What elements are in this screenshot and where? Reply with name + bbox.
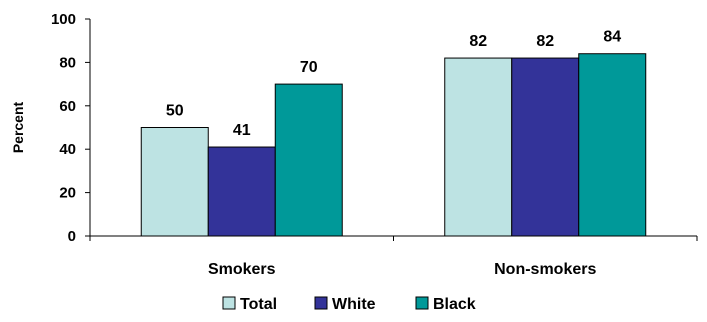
bar-total-smokers xyxy=(140,127,209,237)
bar-black-smokers xyxy=(274,83,343,237)
legend-swatch-white xyxy=(314,296,328,310)
y-tick-label: 40 xyxy=(59,141,76,158)
data-label: 84 xyxy=(603,29,621,46)
y-tick-label: 80 xyxy=(59,54,76,71)
y-tick-label: 100 xyxy=(51,11,76,28)
data-label: 50 xyxy=(166,103,184,120)
data-label: 41 xyxy=(233,122,251,139)
category-label: Smokers xyxy=(208,261,276,278)
y-tick-label: 0 xyxy=(68,228,76,245)
chart-data-labels: 50 41 70 82 82 84 xyxy=(166,29,621,139)
bar-total-non-smokers xyxy=(444,57,513,237)
y-tick-label: 60 xyxy=(59,98,76,115)
bar-white-non-smokers xyxy=(511,57,580,237)
legend-label-black: Black xyxy=(433,296,476,313)
y-axis-title: Percent xyxy=(10,101,26,153)
chart-axes: 0 20 40 60 80 100 Percent Smokers Non-smokers xyxy=(10,11,698,278)
category-label: Non-smokers xyxy=(494,261,596,278)
legend-swatch-total xyxy=(222,296,236,310)
bar-white-smokers xyxy=(207,146,276,237)
chart-bars xyxy=(140,53,647,237)
data-label: 70 xyxy=(300,59,318,76)
legend-label-white: White xyxy=(332,296,376,313)
y-tick-label: 20 xyxy=(59,185,76,202)
chart-legend: Total White Black xyxy=(222,296,476,313)
legend-label-total: Total xyxy=(240,296,277,313)
bar-black-non-smokers xyxy=(578,53,647,237)
legend-swatch-black xyxy=(415,296,429,310)
data-label: 82 xyxy=(469,33,487,50)
data-label: 82 xyxy=(536,33,554,50)
